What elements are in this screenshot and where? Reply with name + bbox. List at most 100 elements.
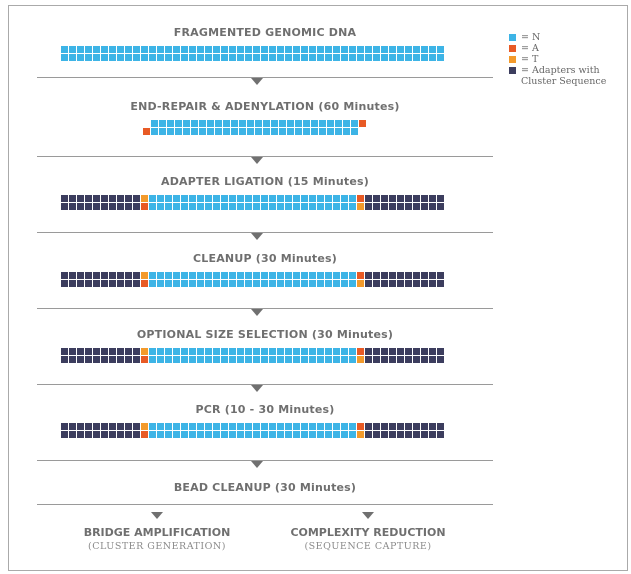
base-square-n: [149, 423, 156, 430]
base-square-n: [301, 46, 308, 53]
base-square-n: [189, 356, 196, 363]
branch-arrow-left-icon: [151, 512, 163, 519]
base-square-n: [413, 54, 420, 61]
base-square-d: [77, 348, 84, 355]
base-square-d: [93, 195, 100, 202]
base-square-n: [149, 348, 156, 355]
base-square-n: [349, 431, 356, 438]
base-square-d: [389, 348, 396, 355]
base-square-d: [109, 272, 116, 279]
base-square-a: [357, 348, 364, 355]
base-square-n: [221, 348, 228, 355]
base-square-n: [237, 203, 244, 210]
base-square-n: [405, 54, 412, 61]
base-square-d: [389, 272, 396, 279]
base-square-n: [255, 128, 262, 135]
base-square-d: [133, 280, 140, 287]
base-square-d: [405, 423, 412, 430]
base-square-n: [197, 203, 204, 210]
base-square-d: [373, 431, 380, 438]
base-square-n: [237, 423, 244, 430]
strand-row: [61, 356, 445, 363]
base-square-n: [237, 356, 244, 363]
strand-row: [143, 120, 367, 127]
base-square-n: [165, 54, 172, 61]
base-square-n: [437, 54, 444, 61]
base-square-n: [197, 46, 204, 53]
base-square-a: [357, 272, 364, 279]
base-square-n: [231, 120, 238, 127]
base-square-n: [229, 423, 236, 430]
base-square-n: [325, 431, 332, 438]
base-square-n: [261, 195, 268, 202]
strand-row: [61, 46, 445, 53]
base-square-n: [309, 423, 316, 430]
base-square-n: [197, 195, 204, 202]
base-square-d: [381, 272, 388, 279]
base-square-n: [189, 272, 196, 279]
base-square-n: [309, 195, 316, 202]
base-square-a: [359, 120, 366, 127]
base-square-n: [261, 348, 268, 355]
base-square-n: [157, 195, 164, 202]
base-square-d: [125, 203, 132, 210]
base-square-d: [85, 280, 92, 287]
base-square-n: [173, 348, 180, 355]
base-square-d: [405, 203, 412, 210]
base-square-n: [149, 431, 156, 438]
base-square-a: [141, 356, 148, 363]
base-square-n: [221, 423, 228, 430]
base-square-n: [285, 203, 292, 210]
step-arrow-icon: [251, 78, 263, 85]
base-square-d: [125, 280, 132, 287]
base-square-n: [271, 120, 278, 127]
step-title: BEAD CLEANUP (30 Minutes): [173, 481, 357, 494]
base-square-n: [293, 280, 300, 287]
base-square-n: [261, 423, 268, 430]
base-square-n: [309, 431, 316, 438]
base-square-n: [253, 54, 260, 61]
base-square-d: [405, 195, 412, 202]
base-square-n: [341, 46, 348, 53]
base-square-d: [365, 280, 372, 287]
base-square-n: [157, 280, 164, 287]
base-square-n: [269, 356, 276, 363]
base-square-n: [317, 280, 324, 287]
base-square-n: [293, 195, 300, 202]
base-square-n: [261, 431, 268, 438]
base-square-n: [197, 272, 204, 279]
base-square-d: [429, 272, 436, 279]
base-square-n: [351, 128, 358, 135]
base-square-d: [437, 280, 444, 287]
base-square-n: [301, 356, 308, 363]
base-square-n: [229, 280, 236, 287]
base-square-n: [85, 46, 92, 53]
base-square-n: [215, 128, 222, 135]
step-separator: [37, 384, 493, 385]
base-square-n: [287, 128, 294, 135]
base-square-n: [325, 356, 332, 363]
base-square-n: [253, 46, 260, 53]
base-square-n: [333, 423, 340, 430]
step-separator: [37, 504, 493, 505]
base-square-n: [165, 423, 172, 430]
base-square-n: [173, 46, 180, 53]
base-square-n: [277, 280, 284, 287]
base-square-n: [311, 120, 318, 127]
base-square-n: [231, 128, 238, 135]
base-square-n: [213, 272, 220, 279]
base-square-d: [101, 195, 108, 202]
base-square-n: [229, 54, 236, 61]
base-square-t: [357, 203, 364, 210]
base-square-d: [117, 348, 124, 355]
base-square-n: [333, 203, 340, 210]
base-square-d: [101, 272, 108, 279]
base-square-n: [245, 54, 252, 61]
base-square-n: [117, 54, 124, 61]
base-square-d: [397, 423, 404, 430]
base-square-n: [341, 280, 348, 287]
base-square-n: [333, 356, 340, 363]
base-square-n: [271, 128, 278, 135]
base-square-n: [245, 46, 252, 53]
base-square-n: [277, 54, 284, 61]
